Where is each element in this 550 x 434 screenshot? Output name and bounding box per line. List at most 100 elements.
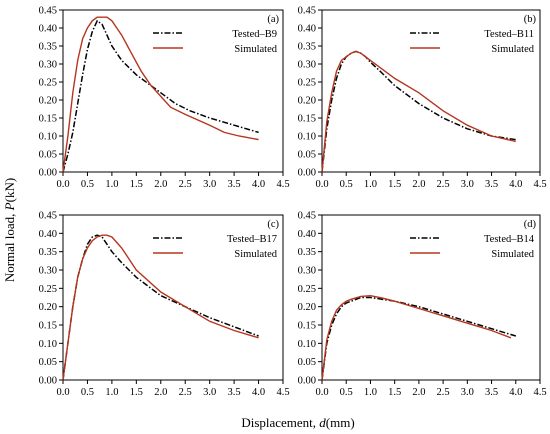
x-tick-label: 2.5 [179,387,192,398]
x-tick-label: 4.0 [252,387,265,398]
x-tick-label: 4.5 [276,179,289,190]
y-tick-label: 0.05 [39,150,57,161]
x-tick-label: 2.0 [412,179,425,190]
chart-panel: 0.0 0.5 1.0 1.5 2.0 2.5 3.0 3.5 4.0 4.5 0.00 0.05 0.… [298,211,547,399]
y-tick-label: 0.15 [39,114,57,125]
y-tick-label: 0.00 [39,168,57,179]
y-tick-label: 0.40 [298,229,316,240]
legend-label: Tested–B14 [484,234,535,245]
plot-frame [62,214,284,381]
x-tick-label: 0.5 [340,387,353,398]
y-tick-label: 0.10 [298,132,316,143]
y-tick-label: 0.20 [298,302,316,313]
y-tick-label: 0.30 [298,60,316,71]
y-tick-label: 0.00 [298,168,316,179]
x-tick-label: 3.0 [461,387,474,398]
y-tick-label: 0.45 [298,211,316,222]
x-tick-label: 3.0 [203,387,216,398]
x-tick-label: 4.5 [276,387,289,398]
x-tick-label: 1.5 [130,179,143,190]
panels: 0.0 0.5 1.0 1.5 2.0 2.5 3.0 3.5 4.0 4.5 0.00 0.05 0.… [39,6,547,399]
y-tick-label: 0.30 [298,266,316,277]
x-tick-label: 3.0 [461,179,474,190]
y-tick-label: 0.15 [298,321,316,332]
legend-label: Simulated [491,249,534,260]
x-tick-label: 2.5 [179,179,192,190]
panel-label: (c) [267,219,279,230]
x-tick-label: 0.5 [81,387,94,398]
y-tick-label: 0.35 [39,247,57,258]
y-tick-label: 0.15 [298,114,316,125]
legend-label: Simulated [234,44,277,55]
x-tick-label: 0.0 [56,179,69,190]
legend-label: Simulated [234,249,277,260]
simulated-series-line [321,50,516,173]
y-tick-label: 0.40 [298,24,316,35]
x-tick-label: 2.5 [437,387,450,398]
y-tick-label: 0.25 [39,284,57,295]
y-tick-label: 0.35 [298,42,316,53]
y-tick-label: 0.20 [298,96,316,107]
x-tick-label: 4.5 [533,179,546,190]
y-tick-label: 0.30 [39,266,57,277]
x-tick-label: 1.0 [364,179,377,190]
x-tick-label: 1.0 [105,179,118,190]
tested-series-line [62,234,259,381]
plot-frame [321,214,541,381]
x-tick-label: 4.0 [252,179,265,190]
y-tick-label: 0.05 [39,357,57,368]
tested-series-line [321,296,517,381]
y-tick-label: 0.45 [39,6,57,17]
x-tick-label: 0.0 [315,179,328,190]
y-tick-label: 0.35 [39,42,57,53]
y-tick-label: 0.35 [298,247,316,258]
y-tick-label: 0.25 [39,78,57,89]
y-tick-label: 0.45 [298,6,316,17]
y-axis-label: Normal load, P(kN) [2,178,17,282]
x-tick-label: 0.0 [56,387,69,398]
legend-label: Tested–B17 [227,234,277,245]
legend-label: Tested–B11 [484,29,534,40]
x-tick-label: 1.5 [388,179,401,190]
plot-frame [321,9,541,173]
x-tick-label: 4.0 [509,179,522,190]
y-tick-label: 0.45 [39,211,57,222]
x-tick-label: 0.5 [81,179,94,190]
x-tick-label: 0.0 [315,387,328,398]
x-tick-label: 1.0 [364,387,377,398]
y-tick-label: 0.15 [39,321,57,332]
chart-panel: 0.0 0.5 1.0 1.5 2.0 2.5 3.0 3.5 4.0 4.5 0.00 0.05 0.… [298,6,547,191]
x-tick-label: 0.5 [340,179,353,190]
y-tick-label: 0.00 [298,376,316,387]
x-axis-label: Displacement, d(mm) [241,415,354,430]
panel-label: (a) [267,14,279,25]
legend-label: Simulated [491,44,534,55]
chart-panel: 0.0 0.5 1.0 1.5 2.0 2.5 3.0 3.5 4.0 4.5 0.00 0.05 0.… [39,211,290,399]
tested-series-line [62,19,259,173]
simulated-series-line [62,16,259,173]
y-tick-label: 0.10 [298,339,316,350]
x-tick-label: 4.0 [509,387,522,398]
y-tick-label: 0.40 [39,24,57,35]
y-tick-label: 0.25 [298,284,316,295]
y-tick-label: 0.00 [39,376,57,387]
simulated-series-line [62,234,259,381]
y-tick-label: 0.10 [39,339,57,350]
x-tick-label: 3.5 [228,387,241,398]
plot-frame [62,9,284,173]
legend-label: Tested–B9 [232,29,277,40]
y-tick-label: 0.10 [39,132,57,143]
x-tick-label: 2.0 [412,387,425,398]
x-tick-label: 2.5 [437,179,450,190]
x-tick-label: 1.5 [388,387,401,398]
panel-label: (d) [524,219,537,230]
x-tick-label: 1.5 [130,387,143,398]
y-tick-label: 0.25 [298,78,316,89]
x-tick-label: 3.5 [228,179,241,190]
y-tick-label: 0.05 [298,150,316,161]
x-tick-label: 3.5 [485,387,498,398]
x-tick-label: 3.0 [203,179,216,190]
x-tick-label: 2.0 [154,387,167,398]
chart-panel: 0.0 0.5 1.0 1.5 2.0 2.5 3.0 3.5 4.0 4.5 0.00 0.05 0.… [39,6,290,191]
